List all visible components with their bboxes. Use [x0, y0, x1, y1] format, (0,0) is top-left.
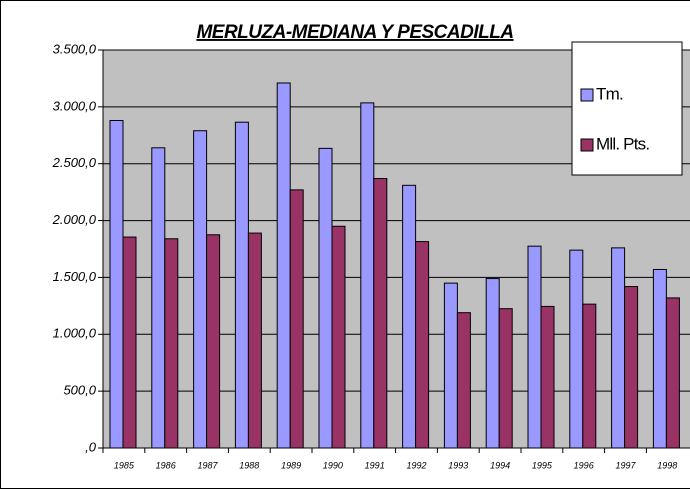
bar — [234, 121, 249, 449]
bar — [318, 147, 333, 449]
legend: Tm. Mll. Pts. — [571, 41, 683, 176]
x-tick-label: 1994 — [490, 460, 510, 470]
bar — [402, 184, 417, 449]
y-tick-label: 3.500,0 — [53, 41, 97, 56]
legend-swatch — [580, 88, 594, 102]
bar — [415, 241, 430, 449]
x-tick-label: 1987 — [197, 460, 218, 470]
bar — [527, 245, 542, 449]
x-tick-label: 1997 — [615, 460, 636, 470]
x-tick-label: 1998 — [657, 460, 677, 470]
bar — [540, 305, 555, 449]
x-tick-label: 1996 — [574, 460, 594, 470]
x-tick-label: 1989 — [281, 460, 301, 470]
x-tick-label: 1985 — [114, 460, 135, 470]
x-tick-label: 1991 — [365, 460, 385, 470]
x-tick-label: 1992 — [406, 460, 426, 470]
bar — [443, 282, 458, 449]
bar — [569, 249, 584, 449]
y-tick-label: 1.500,0 — [53, 269, 97, 284]
y-tick-label: 1.000,0 — [53, 326, 97, 341]
bar — [624, 286, 639, 449]
x-tick-label: 1995 — [532, 460, 553, 470]
bar — [485, 278, 500, 449]
x-tick-label: 1993 — [448, 460, 468, 470]
bar — [109, 120, 124, 449]
bar — [611, 247, 626, 449]
bar — [164, 238, 179, 449]
chart-title: MERLUZA-MEDIANA Y PESCADILLA — [196, 22, 513, 43]
bar — [247, 232, 262, 449]
legend-box — [571, 41, 683, 176]
y-tick-label: 500,0 — [63, 383, 96, 398]
y-tick-label: ,0 — [85, 439, 97, 454]
bar — [206, 234, 221, 449]
bar — [652, 268, 667, 449]
y-tick-label: 3.000,0 — [53, 98, 97, 113]
bar — [665, 297, 680, 449]
bar — [276, 82, 291, 449]
x-tick-label: 1990 — [323, 460, 343, 470]
legend-label: Tm. — [596, 84, 623, 103]
bar — [122, 236, 137, 449]
bar — [373, 177, 388, 449]
bars — [109, 82, 680, 449]
bar — [151, 147, 166, 449]
y-tick-label: 2.500,0 — [52, 155, 97, 170]
bar — [456, 312, 471, 449]
bar — [289, 189, 304, 449]
bar — [498, 308, 513, 449]
legend-label: Mll. Pts. — [596, 134, 649, 153]
x-tick-label: 1986 — [156, 460, 176, 470]
bar — [331, 225, 346, 449]
bar — [360, 102, 375, 449]
bar — [582, 303, 597, 449]
legend-swatch — [580, 138, 594, 152]
x-tick-label: 1988 — [239, 460, 259, 470]
y-tick-label: 2.000,0 — [52, 212, 97, 227]
bar — [193, 130, 208, 449]
